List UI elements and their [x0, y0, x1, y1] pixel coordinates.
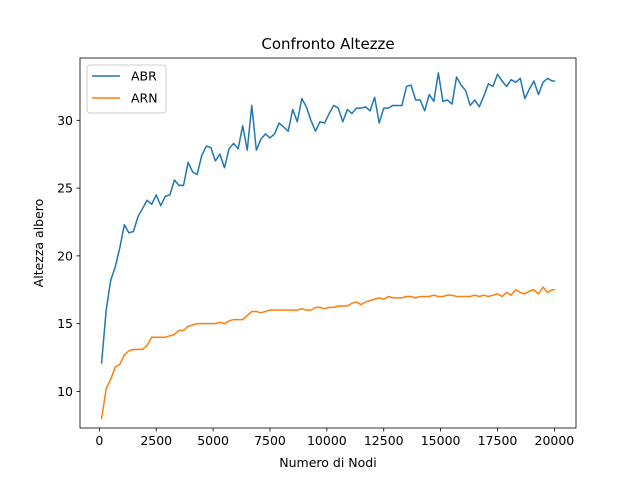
y-tick-label: 30 [57, 113, 73, 128]
x-axis-label: Numero di Nodi [279, 455, 376, 470]
series-line-arn [100, 286, 556, 420]
plot-lines [100, 72, 556, 420]
y-tick-label: 20 [57, 248, 73, 263]
series-line-abr [100, 72, 556, 364]
x-tick-label: 20000 [535, 433, 575, 448]
y-axis-ticks: 10 15 20 25 30 [57, 113, 80, 399]
y-tick-label: 15 [57, 316, 73, 331]
x-tick-label: 5000 [197, 433, 229, 448]
x-tick-label: 7500 [254, 433, 286, 448]
x-tick-label: 15000 [421, 433, 461, 448]
x-axis-ticks: 0 2500 5000 7500 10000 12500 15000 17500 20000 [95, 428, 574, 448]
x-tick-label: 2500 [140, 433, 172, 448]
legend: ABR ARN [86, 64, 167, 114]
y-axis-label: Altezza albero [31, 199, 46, 288]
legend-label-arn: ARN [131, 91, 158, 106]
x-tick-label: 17500 [478, 433, 518, 448]
chart-title: Confronto Altezze [261, 35, 394, 53]
legend-label-abr: ABR [131, 69, 157, 84]
x-tick-label: 12500 [364, 433, 404, 448]
legend-box [86, 64, 167, 114]
y-tick-label: 10 [57, 384, 73, 399]
y-tick-label: 25 [57, 181, 73, 196]
x-tick-label: 0 [95, 433, 103, 448]
x-tick-label: 10000 [307, 433, 347, 448]
plot-frame [79, 57, 577, 429]
